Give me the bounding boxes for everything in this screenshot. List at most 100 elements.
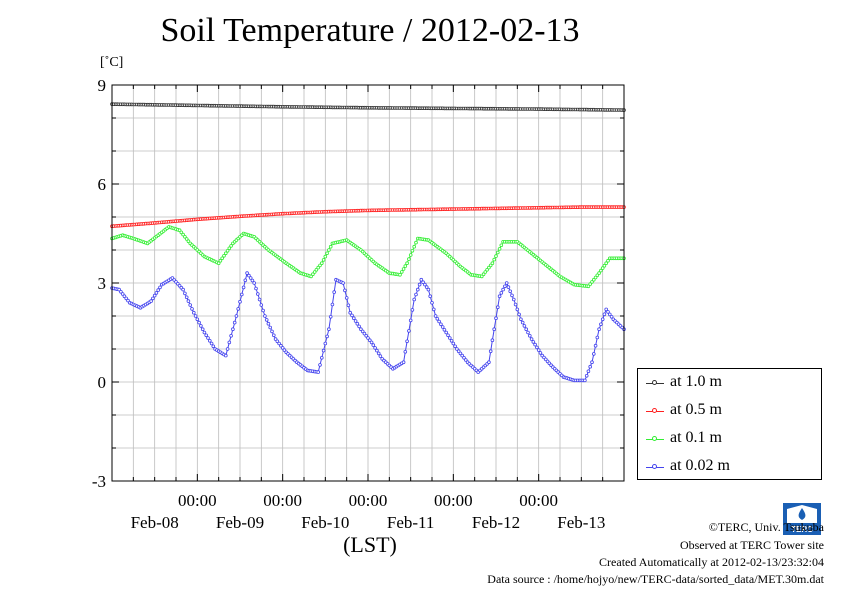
data-point-002m [353,319,358,323]
data-point-002m [241,285,246,290]
data-point-002m [238,299,242,304]
data-point-002m [208,338,212,343]
data-point-002m [151,296,155,301]
data-point-002m [531,340,536,344]
data-point-002m [240,292,244,297]
legend-item-1m: at 1.0 m [638,372,821,394]
data-point-01m [318,263,322,268]
data-point-002m [606,310,610,314]
data-point-01m [408,253,413,257]
data-point-002m [319,355,324,360]
data-point-002m [449,338,454,343]
data-point-002m [522,324,527,328]
data-point-01m [590,280,594,284]
data-point-002m [248,276,253,280]
data-point-002m [152,293,157,298]
data-point-002m [199,324,203,328]
data-point-01m [588,282,592,286]
data-point-01m [224,251,228,256]
data-point-002m [364,333,369,338]
data-point-002m [268,325,273,330]
data-point-002m [346,303,351,308]
data-point-002m [513,302,518,307]
data-point-002m [517,312,521,317]
data-point-002m [504,281,509,285]
data-point-01m [311,272,315,277]
data-point-002m [428,294,433,299]
data-point-01m [227,246,232,251]
data-point-002m [607,312,612,317]
data-point-002m [600,317,605,322]
data-point-002m [247,273,251,278]
data-point-002m [325,334,329,339]
data-point-002m [519,317,523,322]
data-point-01m [597,271,601,275]
legend: at 1.0 m at 0.5 m at 0.1 m at 0.02 m [637,368,822,480]
data-point-002m [231,327,235,332]
data-point-002m [122,294,127,299]
data-point-002m [183,291,187,296]
data-point-002m [439,322,443,327]
data-point-01m [225,249,230,253]
data-point-002m [499,291,504,295]
data-point-002m [588,364,592,369]
data-point-002m [263,314,267,318]
data-point-002m [243,278,248,283]
data-point-002m [192,310,196,315]
data-point-01m [497,247,502,251]
data-point-01m [321,258,326,262]
data-point-01m [604,261,608,266]
legend-item-01m: at 0.1 m [638,428,821,450]
x-tick-label: 00:00 [434,491,473,510]
data-point-002m [224,353,228,358]
data-point-01m [181,232,185,237]
data-point-002m [405,339,409,344]
data-point-002m [261,308,265,313]
data-point-002m [515,307,520,312]
data-point-01m [183,235,187,239]
x-date-label: Feb-13 [557,513,605,532]
data-point-002m [341,281,345,285]
data-point-002m [495,305,500,310]
data-point-01m [488,263,493,268]
data-point-002m [520,320,525,325]
data-point-002m [282,348,287,352]
data-point-002m [597,327,601,332]
series-01m [110,225,626,289]
data-point-002m [456,349,461,354]
data-point-002m [417,282,422,287]
data-point-002m [190,307,194,311]
data-point-01m [184,237,189,241]
data-point-002m [492,327,497,332]
data-point-002m [367,338,372,343]
legend-item-002m: at 0.02 m [638,456,821,478]
data-point-01m [399,270,404,274]
data-point-002m [351,316,356,321]
data-point-01m [325,251,329,256]
svg-text:TERC: TERC [791,525,813,534]
data-point-002m [188,303,193,307]
data-point-01m [328,244,333,249]
data-point-002m [227,340,232,345]
data-point-002m [584,373,589,378]
data-point-002m [401,360,406,365]
data-point-002m [279,343,283,348]
data-point-01m [309,274,313,279]
data-point-002m [186,299,191,303]
data-point-002m [236,307,241,311]
chart-title: Soil Temperature / 2012-02-13 [160,12,580,49]
legend-label-1m: at 1.0 m [670,373,722,390]
data-point-002m [430,300,434,305]
legend-label-01m: at 0.1 m [670,429,722,446]
data-point-002m [599,322,603,327]
data-point-002m [266,321,271,326]
data-point-002m [412,297,417,302]
legend-marker-01m [652,436,657,441]
x-date-label: Feb-12 [472,513,520,532]
data-point-01m [494,254,498,258]
data-point-002m [330,302,335,307]
x-date-label: Feb-09 [216,513,264,532]
data-point-002m [257,297,262,302]
y-tick-label: -3 [92,472,106,491]
data-point-01m [606,258,610,263]
